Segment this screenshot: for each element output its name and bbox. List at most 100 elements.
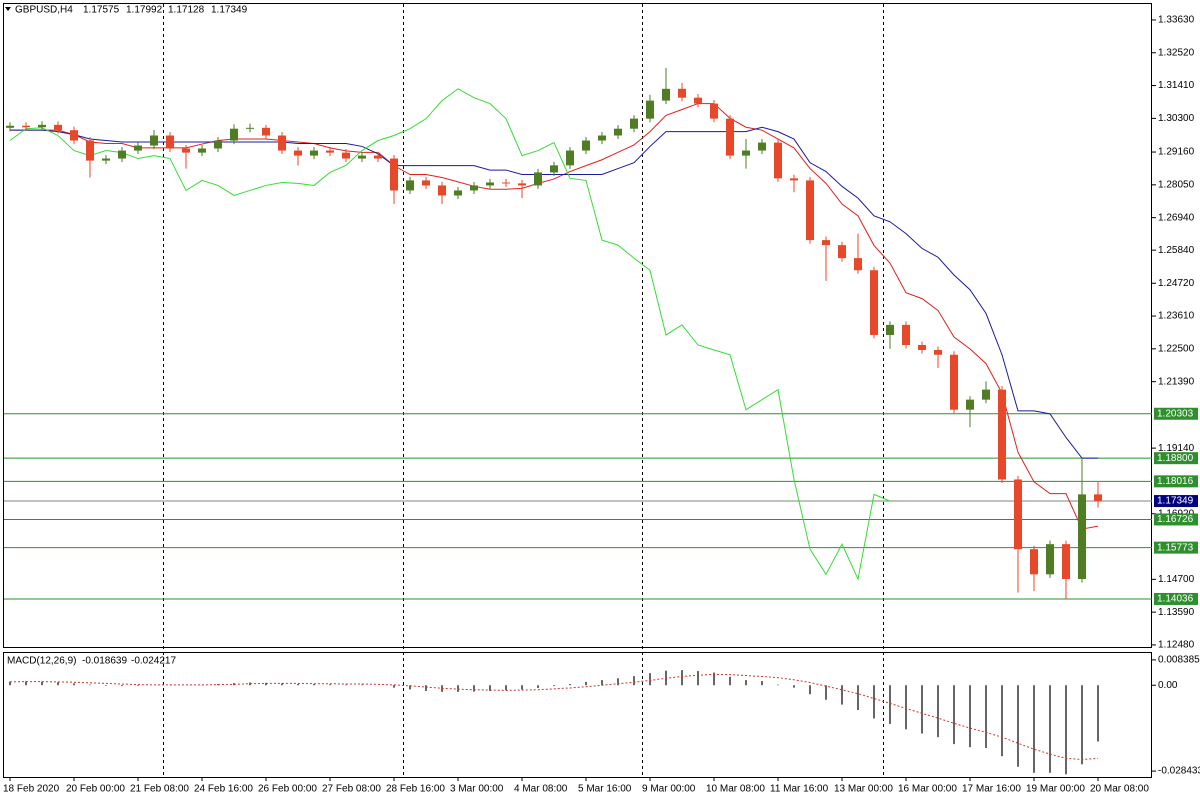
candle-body <box>342 152 350 159</box>
x-tick-label: 26 Feb 00:00 <box>258 784 317 795</box>
x-tick-label: 13 Mar 00:00 <box>834 784 893 795</box>
candle-body <box>742 150 750 156</box>
x-tick-label: 27 Feb 08:00 <box>322 784 381 795</box>
candle-body <box>150 135 158 146</box>
x-tick-label: 18 Feb 2020 <box>3 784 60 795</box>
candle-body <box>582 140 590 151</box>
y-tick-label: 1.26940 <box>1158 212 1195 223</box>
candle-body <box>1030 549 1038 575</box>
level-label: 1.15773 <box>1157 542 1194 553</box>
candle-body <box>422 180 430 186</box>
candle-body <box>790 178 798 181</box>
y-tick-label: 1.28050 <box>1158 179 1195 190</box>
candle-body <box>454 190 462 196</box>
menu-triangle[interactable] <box>5 7 11 11</box>
level-label: 1.18800 <box>1157 453 1194 464</box>
candle-body <box>278 135 286 151</box>
macd-title: MACD(12,26,9) <box>7 656 76 667</box>
candle-body <box>118 150 126 159</box>
candle-body <box>310 150 318 156</box>
symbol-title: GBPUSD,H4 <box>15 5 73 16</box>
candle-body <box>326 150 334 153</box>
candle-body <box>470 185 478 191</box>
y-tick-label: 1.22500 <box>1158 343 1195 354</box>
candle-body <box>694 97 702 104</box>
level-tag <box>1154 407 1198 420</box>
candle-body <box>1094 494 1102 502</box>
candle-body <box>550 165 558 173</box>
x-tick-label: 17 Mar 16:00 <box>962 784 1021 795</box>
candle-body <box>758 142 766 151</box>
candle-body <box>822 240 830 246</box>
candle-body <box>662 88 670 101</box>
candle-body <box>966 399 974 410</box>
level-label: 1.18016 <box>1157 476 1194 487</box>
candle-body <box>854 258 862 271</box>
x-tick-label: 16 Mar 00:00 <box>898 784 957 795</box>
candle-body <box>182 148 190 153</box>
candle-body <box>902 324 910 346</box>
macd-y-tick-label: 0.008385 <box>1158 655 1200 666</box>
macd-pane <box>3 652 1152 778</box>
macd-y-tick-label: 0.00 <box>1158 680 1178 691</box>
candle-body <box>86 140 94 161</box>
y-tick-label: 1.19140 <box>1158 443 1195 454</box>
candle-body <box>710 103 718 119</box>
candle-body <box>518 183 526 186</box>
y-tick-label: 1.23610 <box>1158 311 1195 322</box>
candle-body <box>630 118 638 129</box>
candle-body <box>38 124 46 128</box>
candle-body <box>950 354 958 410</box>
candle-body <box>198 148 206 153</box>
candle-body <box>262 127 270 136</box>
main-pane <box>3 3 1152 648</box>
level-tag <box>1154 513 1198 526</box>
candle-body <box>774 142 782 179</box>
candle-body <box>438 185 446 196</box>
macd-value: -0.018639 <box>82 656 127 667</box>
candle-body <box>534 172 542 186</box>
candle-body <box>22 125 30 128</box>
candle-body <box>1078 494 1086 580</box>
candle-body <box>166 135 174 149</box>
candle-body <box>70 130 78 141</box>
y-tick-label: 1.24720 <box>1158 278 1195 289</box>
candle-body <box>54 124 62 131</box>
x-tick-label: 3 Mar 00:00 <box>450 784 504 795</box>
y-tick-label: 1.29160 <box>1158 147 1195 158</box>
x-tick-label: 28 Feb 16:00 <box>386 784 445 795</box>
y-tick-label: 1.25840 <box>1158 245 1195 256</box>
macd-y-tick-label: -0.028433 <box>1158 766 1200 777</box>
candle-body <box>1014 479 1022 550</box>
candle-body <box>838 245 846 259</box>
candle-body <box>998 389 1006 480</box>
x-tick-label: 10 Mar 08:00 <box>706 784 765 795</box>
candle-body <box>390 158 398 191</box>
x-tick-label: 20 Feb 00:00 <box>66 784 125 795</box>
candle-body <box>1046 544 1054 575</box>
x-tick-label: 24 Feb 16:00 <box>194 784 253 795</box>
candle-body <box>246 127 254 129</box>
bid-label: 1.17349 <box>1157 496 1194 507</box>
x-tick-label: 11 Mar 16:00 <box>770 784 829 795</box>
candle-body <box>886 324 894 335</box>
x-tick-label: 4 Mar 08:00 <box>514 784 568 795</box>
candle-body <box>870 270 878 335</box>
candle-body <box>358 155 366 159</box>
x-tick-label: 21 Feb 08:00 <box>130 784 189 795</box>
level-tag <box>1154 452 1198 465</box>
level-tag <box>1154 475 1198 488</box>
y-tick-label: 1.32520 <box>1158 47 1195 58</box>
y-tick-label: 1.31410 <box>1158 80 1195 91</box>
level-label: 1.14036 <box>1157 594 1194 605</box>
candle-body <box>918 345 926 351</box>
candle-body <box>134 145 142 151</box>
x-tick-label: 20 Mar 08:00 <box>1090 784 1149 795</box>
candle-body <box>294 150 302 156</box>
level-label: 1.20303 <box>1157 408 1194 419</box>
indicator-line <box>9 88 891 581</box>
y-tick-label: 1.14700 <box>1158 574 1195 585</box>
candle-body <box>726 118 734 156</box>
